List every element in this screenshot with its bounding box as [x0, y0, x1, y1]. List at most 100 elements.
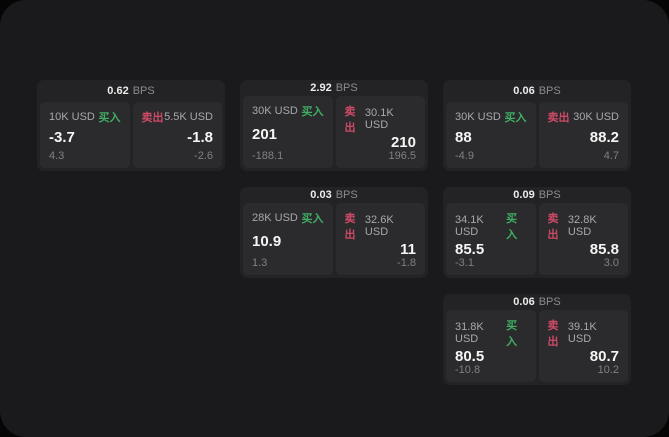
buy-delta-value: -3.1: [455, 257, 474, 269]
bps-header: 0.03 BPS: [243, 187, 425, 203]
sell-panel[interactable]: 卖出 30.1K USD 210 196.5: [335, 96, 425, 168]
buy-notional-label: 30K USD: [455, 111, 501, 123]
buy-panel[interactable]: 28K USD 买入 10.9 1.3: [243, 203, 333, 275]
sell-panel-top: 卖出 30K USD: [548, 109, 620, 125]
sell-side-label: 卖出: [141, 112, 164, 124]
bps-value: 0.09: [513, 189, 535, 201]
sell-notional-label: 39.1K USD: [567, 321, 597, 345]
buy-panel-top: 10K USD 买入: [49, 109, 121, 125]
sell-side-label: 卖出: [344, 213, 356, 241]
buy-delta-value: -4.9: [455, 150, 474, 162]
sell-delta-value: -2.6: [194, 150, 213, 162]
sell-delta-value: 4.7: [603, 150, 619, 162]
bps-header: 0.62 BPS: [40, 80, 222, 102]
bps-value: 0.62: [107, 85, 129, 97]
bps-unit-label: BPS: [538, 189, 561, 201]
bps-header: 2.92 BPS: [243, 80, 425, 96]
sell-notional-label: 32.8K USD: [567, 214, 597, 238]
bps-value: 0.03: [310, 189, 332, 201]
buy-price-value: 88: [455, 129, 472, 146]
sell-panel[interactable]: 卖出 32.6K USD 11 -1.8: [335, 203, 425, 275]
buy-panel-top: 28K USD 买入: [252, 210, 324, 226]
bps-header: 0.06 BPS: [446, 80, 628, 102]
sell-delta-value: 196.5: [388, 150, 416, 162]
buy-panel[interactable]: 10K USD 买入 -3.7 4.3: [40, 102, 130, 168]
sell-price-value: 80.7: [589, 348, 619, 365]
buy-panel-top: 30K USD 买入: [252, 103, 324, 119]
buy-price-value: 85.5: [455, 241, 485, 258]
buy-side-label: 买入: [506, 320, 518, 348]
sell-panel-top: 卖出 39.1K USD: [548, 317, 620, 349]
sell-side-label: 卖出: [344, 106, 356, 134]
buy-delta-value: 4.3: [49, 150, 65, 162]
bps-value: 2.92: [310, 82, 332, 94]
sell-price-value: -1.8: [187, 129, 213, 146]
bps-value: 0.06: [513, 85, 535, 97]
quote-panels: 31.8K USD 买入 80.5 -10.8 卖出 39.1K USD 80.…: [446, 310, 628, 382]
buy-panel[interactable]: 31.8K USD 买入 80.5 -10.8: [446, 310, 536, 382]
bps-header: 0.06 BPS: [446, 294, 628, 310]
sell-notional-label: 30.1K USD: [364, 107, 394, 131]
buy-notional-label: 34.1K USD: [455, 214, 484, 238]
quote-panels: 10K USD 买入 -3.7 4.3 卖出 5.5K USD -1.8 -2.…: [40, 102, 222, 168]
quote-card: 0.06 BPS 30K USD 买入 88 -4.9 卖出 30K USD 8…: [443, 80, 631, 171]
buy-panel[interactable]: 30K USD 买入 88 -4.9: [446, 102, 536, 168]
sell-price-value: 88.2: [589, 129, 619, 146]
sell-panel[interactable]: 卖出 5.5K USD -1.8 -2.6: [132, 102, 222, 168]
buy-panel-top: 31.8K USD 买入: [455, 317, 527, 349]
sell-panel[interactable]: 卖出 30K USD 88.2 4.7: [538, 102, 628, 168]
quote-panels: 30K USD 买入 201 -188.1 卖出 30.1K USD 210 1…: [243, 96, 425, 168]
buy-price-value: -3.7: [49, 129, 75, 146]
sell-delta-value: 3.0: [603, 257, 619, 269]
sell-notional-label: 5.5K USD: [164, 111, 213, 123]
sell-panel-top: 卖出 5.5K USD: [142, 109, 214, 125]
bps-value: 0.06: [513, 296, 535, 308]
bps-unit-label: BPS: [335, 82, 358, 94]
quote-panels: 34.1K USD 买入 85.5 -3.1 卖出 32.8K USD 85.8…: [446, 203, 628, 275]
buy-notional-label: 28K USD: [252, 212, 298, 224]
sell-notional-label: 32.6K USD: [364, 214, 394, 238]
sell-panel-top: 卖出 32.8K USD: [548, 210, 620, 242]
sell-price-value: 11: [400, 241, 416, 258]
buy-notional-label: 31.8K USD: [455, 321, 484, 345]
sell-notional-label: 30K USD: [573, 111, 619, 123]
buy-side-label: 买入: [301, 213, 324, 225]
buy-side-label: 买入: [98, 112, 121, 124]
buy-delta-value: -10.8: [455, 364, 481, 376]
sell-panel[interactable]: 卖出 39.1K USD 80.7 10.2: [538, 310, 628, 382]
sell-side-label: 卖出: [547, 112, 570, 124]
bps-unit-label: BPS: [538, 85, 561, 97]
sell-price-value: 210: [390, 134, 416, 151]
buy-notional-label: 30K USD: [252, 105, 298, 117]
bps-unit-label: BPS: [132, 85, 155, 97]
sell-side-label: 卖出: [547, 213, 559, 241]
quote-panels: 30K USD 买入 88 -4.9 卖出 30K USD 88.2 4.7: [446, 102, 628, 168]
quote-card: 0.62 BPS 10K USD 买入 -3.7 4.3 卖出 5.5K USD…: [37, 80, 225, 171]
buy-notional-label: 10K USD: [49, 111, 95, 123]
sell-side-label: 卖出: [547, 320, 559, 348]
quote-card: 0.03 BPS 28K USD 买入 10.9 1.3 卖出 32.6K US…: [240, 187, 428, 278]
buy-price-value: 80.5: [455, 348, 485, 365]
bps-unit-label: BPS: [335, 189, 358, 201]
sell-price-value: 85.8: [589, 241, 619, 258]
bps-unit-label: BPS: [538, 296, 561, 308]
quote-card: 0.09 BPS 34.1K USD 买入 85.5 -3.1 卖出 32.8K…: [443, 187, 631, 278]
buy-side-label: 买入: [301, 106, 324, 118]
quote-card: 0.06 BPS 31.8K USD 买入 80.5 -10.8 卖出 39.1…: [443, 294, 631, 385]
buy-delta-value: -188.1: [252, 150, 284, 162]
sell-delta-value: 10.2: [597, 364, 619, 376]
buy-side-label: 买入: [504, 112, 527, 124]
sell-panel[interactable]: 卖出 32.8K USD 85.8 3.0: [538, 203, 628, 275]
buy-panel[interactable]: 30K USD 买入 201 -188.1: [243, 96, 333, 168]
buy-panel-top: 30K USD 买入: [455, 109, 527, 125]
sell-panel-top: 卖出 30.1K USD: [345, 103, 417, 135]
buy-price-value: 201: [252, 126, 278, 143]
card-grid: 0.62 BPS 10K USD 买入 -3.7 4.3 卖出 5.5K USD…: [37, 80, 631, 385]
quote-card: 2.92 BPS 30K USD 买入 201 -188.1 卖出 30.1K …: [240, 80, 428, 171]
buy-price-value: 10.9: [252, 233, 282, 250]
buy-panel-top: 34.1K USD 买入: [455, 210, 527, 242]
buy-delta-value: 1.3: [252, 257, 268, 269]
sell-panel-top: 卖出 32.6K USD: [345, 210, 417, 242]
buy-panel[interactable]: 34.1K USD 买入 85.5 -3.1: [446, 203, 536, 275]
